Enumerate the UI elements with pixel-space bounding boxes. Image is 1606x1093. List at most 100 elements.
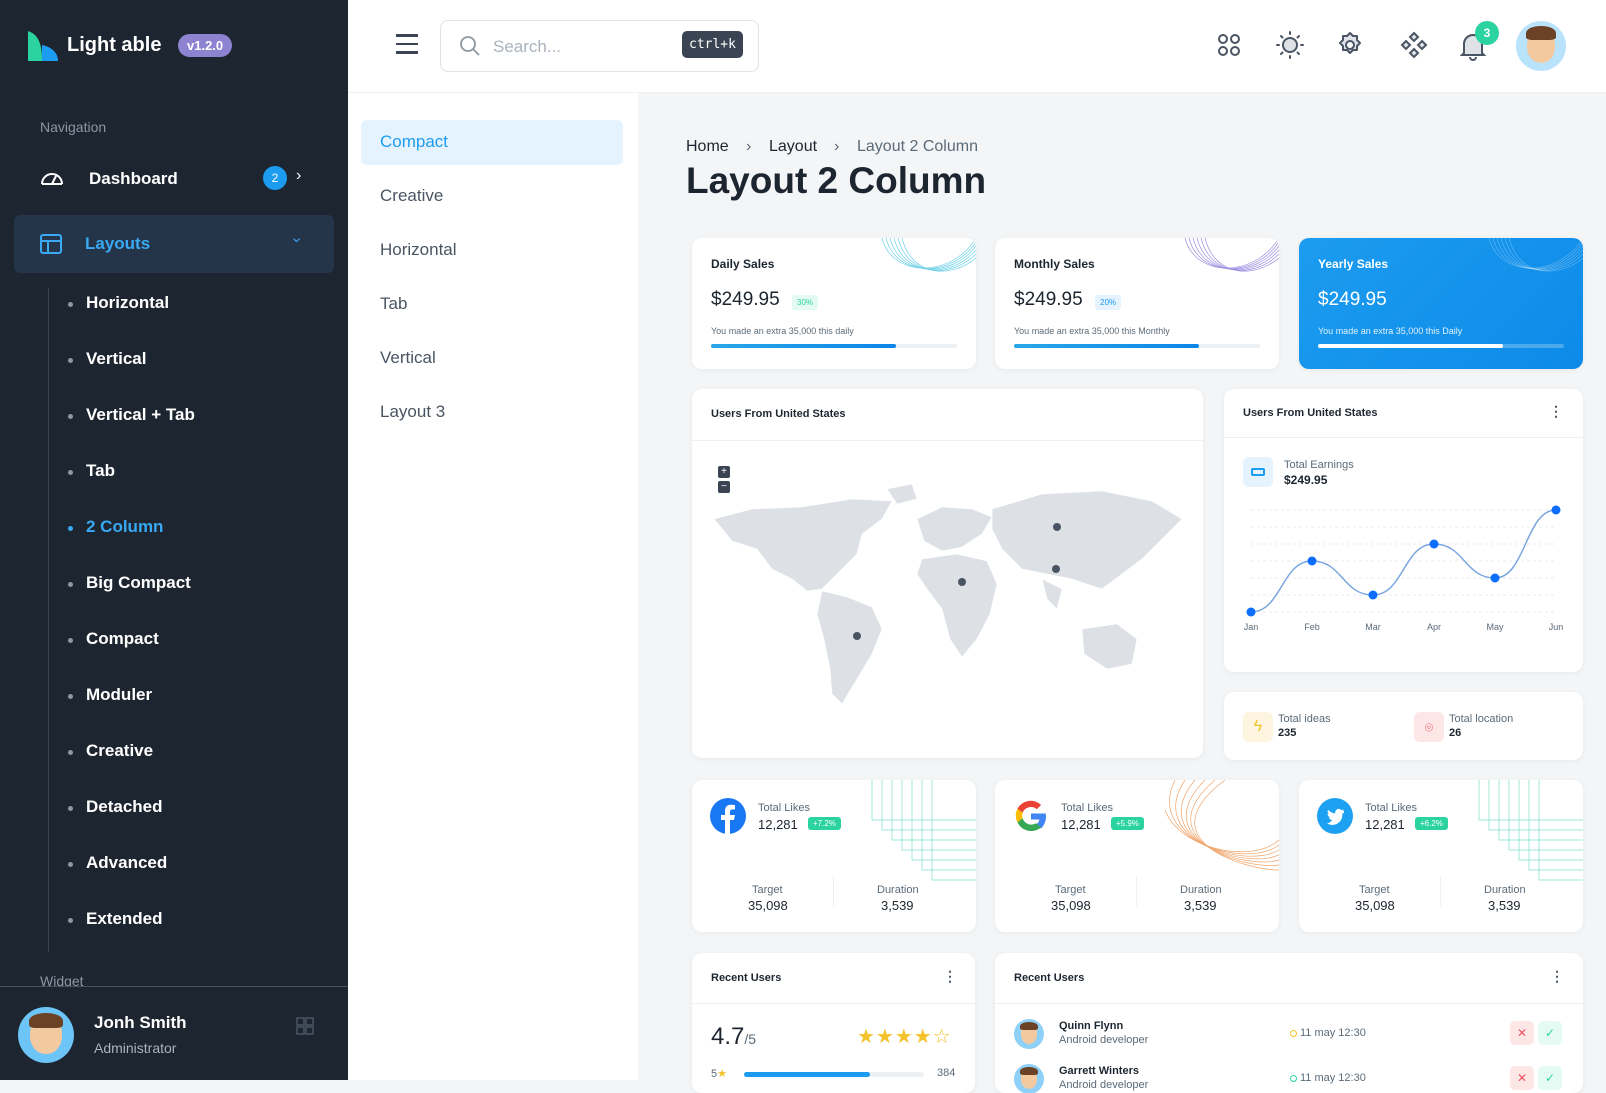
earnings-label: Total Earnings xyxy=(1284,459,1354,471)
notification-badge: 3 xyxy=(1475,21,1499,45)
apps-icon[interactable] xyxy=(1217,33,1241,57)
subitem-label: Vertical + Tab xyxy=(86,405,195,424)
header-avatar[interactable] xyxy=(1516,21,1566,71)
sales-value: $249.95 xyxy=(1014,289,1083,310)
rating-count: 384 xyxy=(937,1067,956,1079)
earnings-line-chart: Jan Feb Mar Apr May Jun xyxy=(1244,505,1563,632)
facebook-icon xyxy=(710,798,746,834)
earnings-value: $249.95 xyxy=(1284,473,1328,487)
sidebar: Light able v1.2.0 Navigation Dashboard 2… xyxy=(0,0,348,1080)
target-label: Target xyxy=(1055,884,1086,896)
subnav-item[interactable]: Tab xyxy=(380,294,408,313)
divider xyxy=(692,1003,975,1004)
subnav-item[interactable]: Creative xyxy=(380,186,444,205)
search-input[interactable]: Search... ctrl+k xyxy=(440,20,759,72)
data-point xyxy=(1551,505,1561,515)
breadcrumb-home[interactable]: Home xyxy=(686,138,729,155)
social-card-twitter: Total Likes 12,281 +6.2% Target 35,098 D… xyxy=(1299,780,1583,932)
x-tick-label: May xyxy=(1486,622,1504,632)
earnings-card: Users From United States ⋮ Total Earning… xyxy=(1224,389,1583,672)
menu-toggle-icon[interactable] xyxy=(396,34,418,54)
social-card-google: Total Likes 12,281 +5.9% Target 35,098 D… xyxy=(995,780,1279,932)
gear-icon[interactable] xyxy=(1336,31,1364,59)
score-max: /5 xyxy=(744,1031,757,1047)
sun-icon[interactable] xyxy=(1276,31,1304,59)
user-row[interactable]: Garrett Winters Android developer 11 may… xyxy=(995,1064,1583,1093)
subnav-item[interactable]: Layout 3 xyxy=(380,402,446,421)
lightning-icon: ϟ xyxy=(1243,712,1273,742)
sidebar-item-layouts[interactable]: Layouts › xyxy=(14,215,334,273)
map-card: Users From United States + − xyxy=(692,389,1203,758)
status-dot-icon xyxy=(1290,1030,1297,1037)
sales-progress xyxy=(1014,344,1260,348)
data-point xyxy=(1307,556,1317,566)
network-logo xyxy=(710,798,746,839)
duration-value: 3,539 xyxy=(1488,898,1521,913)
stats-card: ϟ Total ideas 235 ⌾ Total location 26 xyxy=(1224,692,1583,760)
sidebar-user[interactable]: Jonh Smith Administrator xyxy=(0,986,348,1080)
earnings-card-title: Users From United States xyxy=(1243,407,1378,419)
duration-label: Duration xyxy=(1180,884,1222,896)
reject-button[interactable]: ✕ xyxy=(1510,1066,1534,1090)
bullet-icon xyxy=(68,302,73,307)
bullet-icon xyxy=(68,750,73,755)
divider xyxy=(692,440,1203,441)
map-zoom-out-button[interactable]: − xyxy=(718,481,730,493)
google-icon xyxy=(1015,800,1046,831)
components-icon[interactable] xyxy=(1400,31,1428,59)
ideas-label: Total ideas xyxy=(1278,713,1331,725)
subnav-item[interactable]: Vertical xyxy=(380,348,436,367)
sales-title: Daily Sales xyxy=(711,257,775,271)
likes-label: Total Likes xyxy=(1365,802,1417,814)
decorative-waves xyxy=(881,238,976,272)
subnav-item[interactable]: Compact xyxy=(361,120,623,165)
windows-icon[interactable] xyxy=(296,1017,314,1035)
user-name: Jonh Smith xyxy=(94,1013,187,1032)
location-label: Total location xyxy=(1449,713,1514,725)
user-row[interactable]: Quinn Flynn Android developer 11 may 12:… xyxy=(995,1019,1583,1059)
decorative-lines xyxy=(871,780,976,881)
recent-users-title: Recent Users xyxy=(1014,972,1085,984)
user-time: 11 may 12:30 xyxy=(1300,1072,1366,1084)
chevron-right-icon: › xyxy=(296,167,302,184)
series-line xyxy=(1250,509,1557,613)
reject-button[interactable]: ✕ xyxy=(1510,1021,1534,1045)
decorative-waves xyxy=(1488,238,1583,272)
data-point xyxy=(1490,573,1500,583)
logo-icon xyxy=(28,31,58,61)
sales-card: Monthly Sales $249.95 20% You made an ex… xyxy=(995,238,1279,369)
page-title: Layout 2 Column xyxy=(686,160,987,201)
secondary-nav: Compact Creative Horizontal Tab Vertical Layo… xyxy=(348,93,638,1080)
breadcrumb-layout[interactable]: Layout xyxy=(769,138,818,155)
approve-button[interactable]: ✓ xyxy=(1538,1021,1562,1045)
approve-button[interactable]: ✓ xyxy=(1538,1066,1562,1090)
user-time: 11 may 12:30 xyxy=(1300,1027,1366,1039)
bullet-icon xyxy=(68,470,73,475)
more-options-icon[interactable]: ⋮ xyxy=(1549,403,1563,419)
target-value: 35,098 xyxy=(1355,898,1395,913)
world-map[interactable] xyxy=(712,479,1182,719)
user-role: Android developer xyxy=(1059,1079,1149,1091)
gauge-icon xyxy=(41,173,63,185)
decorative-lines xyxy=(1478,780,1583,881)
search-icon xyxy=(460,36,480,56)
subitem-label: Moduler xyxy=(86,685,153,704)
sales-card: Yearly Sales $249.95 You made an extra 3… xyxy=(1299,238,1583,369)
bullet-icon xyxy=(68,638,73,643)
version-badge: v1.2.0 xyxy=(178,34,233,57)
breadcrumb-separator: › xyxy=(834,138,840,155)
more-options-icon[interactable]: ⋮ xyxy=(1550,968,1564,984)
location-pin-icon: ⌾ xyxy=(1414,712,1444,742)
more-options-icon[interactable]: ⋮ xyxy=(943,968,957,984)
map-zoom-in-button[interactable]: + xyxy=(718,466,730,478)
dashboard-label: Dashboard xyxy=(89,169,178,188)
layouts-label: Layouts xyxy=(85,234,151,253)
subitem-label: Extended xyxy=(86,909,163,928)
nav-section-label: Navigation xyxy=(40,119,107,135)
bullet-icon xyxy=(68,526,73,531)
subnav-item[interactable]: Horizontal xyxy=(380,240,457,259)
sidebar-item-dashboard[interactable]: Dashboard 2 › xyxy=(40,166,310,192)
widget-section-label: Widget xyxy=(40,973,84,989)
shortcut-badge: ctrl+k xyxy=(682,31,743,58)
user-avatar xyxy=(18,1007,74,1063)
